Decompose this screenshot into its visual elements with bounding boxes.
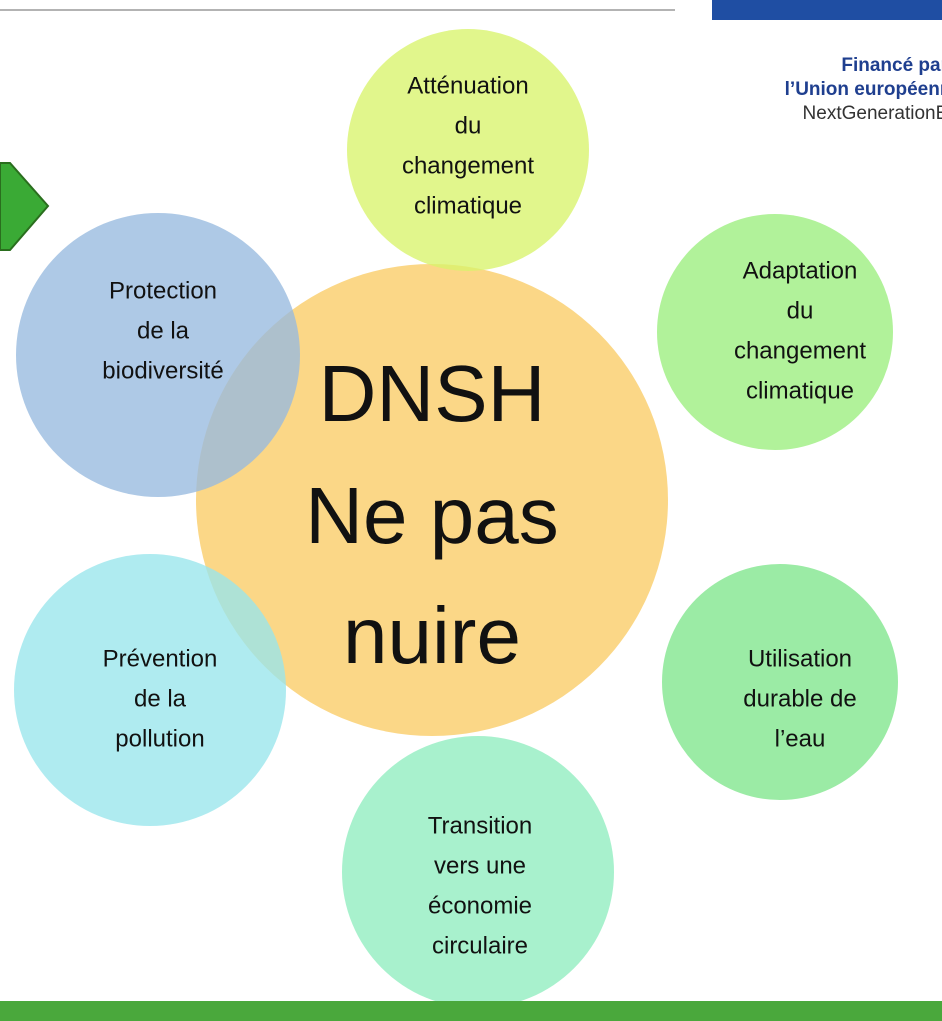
objective-label: durable de — [743, 685, 856, 712]
objective-label: changement — [402, 152, 534, 179]
eu-flag — [712, 0, 942, 20]
objective-circle — [662, 564, 898, 800]
objective-label: du — [455, 112, 482, 139]
objective-label: Prévention — [103, 645, 218, 672]
objective-label: Atténuation — [407, 72, 528, 99]
objective-circle — [342, 736, 614, 1008]
objective-label: circulaire — [432, 932, 528, 959]
green-arrow — [0, 162, 50, 251]
objective-label: biodiversité — [102, 357, 223, 384]
bottom-bar — [0, 1001, 942, 1021]
objective-label: du — [787, 297, 814, 324]
objective-circle — [16, 213, 300, 497]
objective-label: climatique — [746, 377, 854, 404]
objective-label: Utilisation — [748, 645, 852, 672]
objective-label: changement — [734, 337, 866, 364]
objective-circle — [657, 214, 893, 450]
objective-circle — [347, 29, 589, 271]
center-circle — [196, 264, 668, 736]
center-label: DNSH — [319, 349, 546, 438]
objective-circle — [14, 554, 286, 826]
center-label: nuire — [343, 591, 521, 680]
objective-label: de la — [134, 685, 187, 712]
objective-label: Protection — [109, 277, 217, 304]
objective-label: de la — [137, 317, 190, 344]
objective-label: vers une — [434, 852, 526, 879]
objective-label: pollution — [115, 725, 204, 752]
center-label: Ne pas — [305, 471, 558, 560]
funding-text: NextGenerationEU — [803, 103, 942, 124]
objective-label: Transition — [428, 812, 532, 839]
funding-text: Financé par — [841, 55, 942, 76]
funding-text: l’Union européenne — [785, 79, 942, 100]
objective-label: économie — [428, 892, 532, 919]
objective-label: l’eau — [775, 725, 826, 752]
objective-label: Adaptation — [743, 257, 858, 284]
objective-label: climatique — [414, 192, 522, 219]
